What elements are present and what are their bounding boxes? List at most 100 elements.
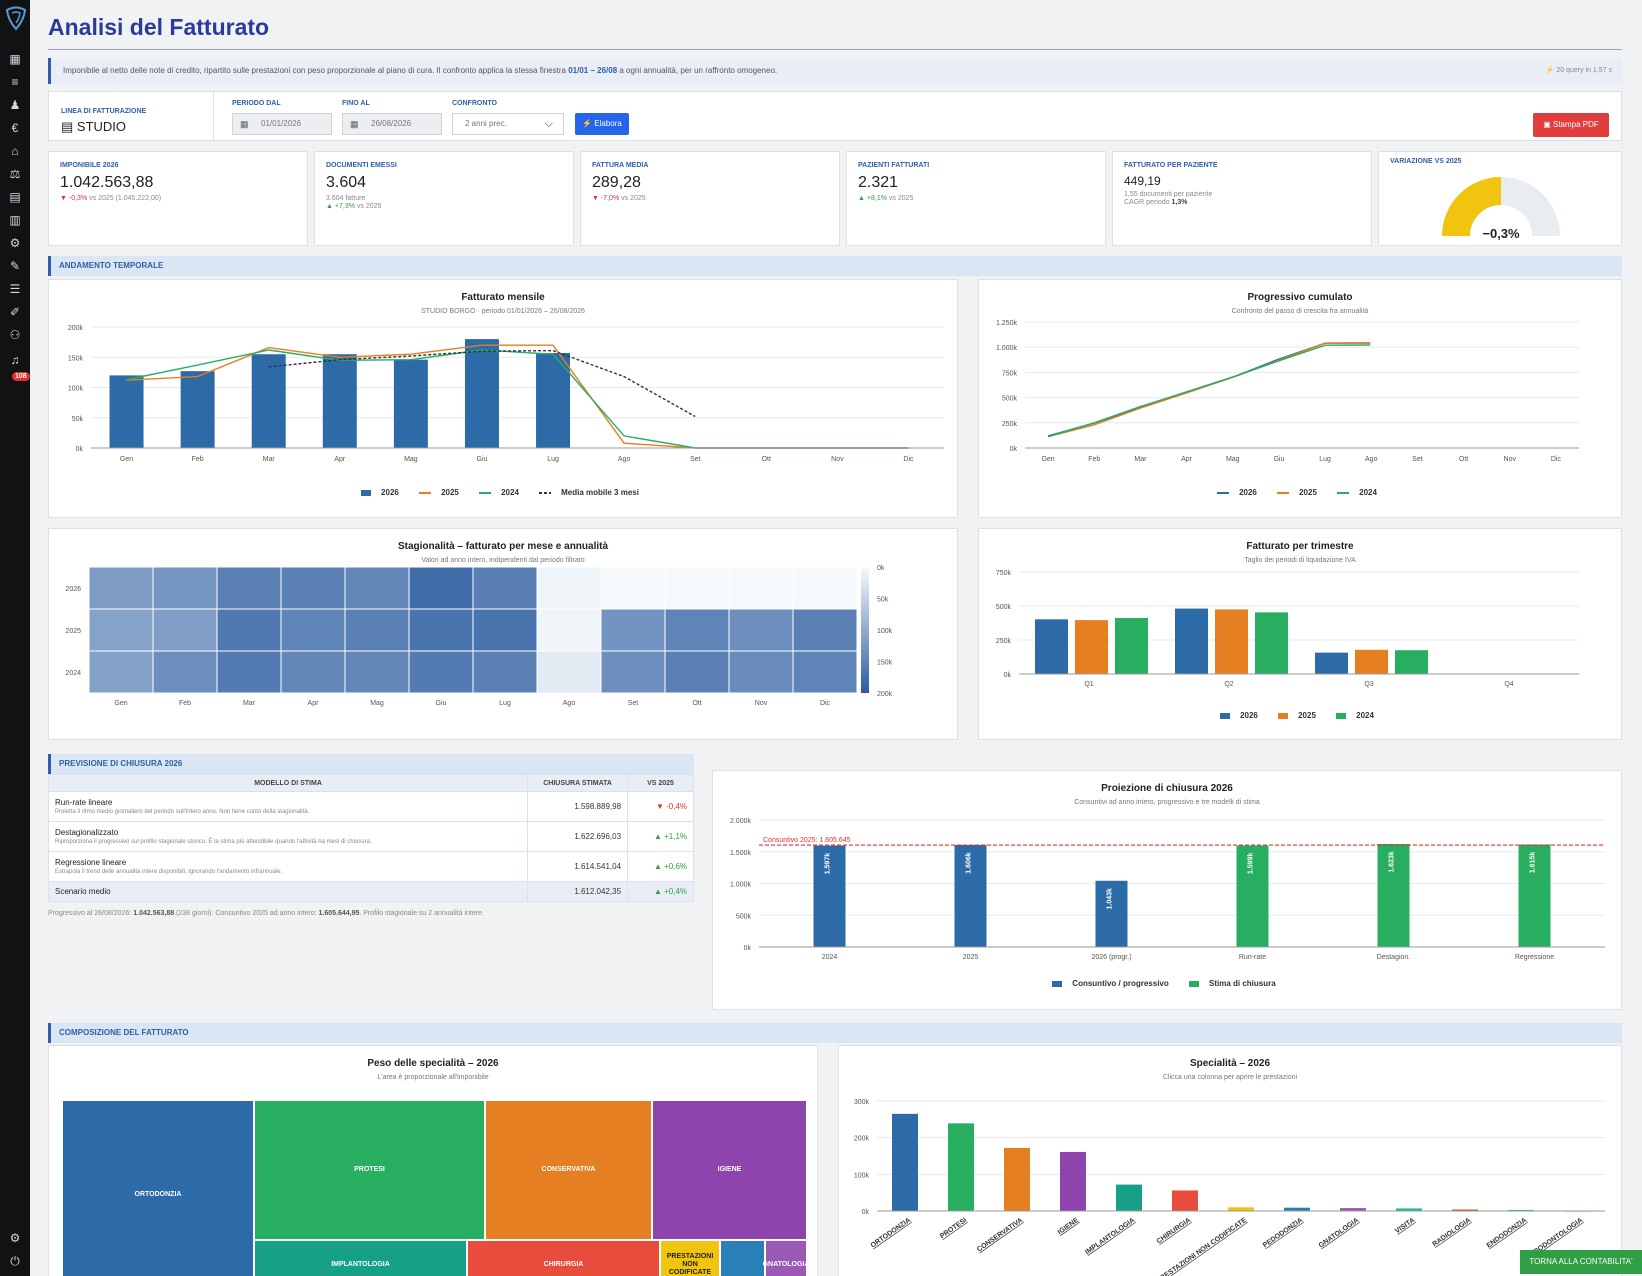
x-tick-label: Gen <box>120 456 133 463</box>
y-tick-label: 2.000k <box>730 818 752 825</box>
kpi-sub: ▲ +7,3% vs 2025 <box>326 203 562 210</box>
table-row-summary: Scenario medio 1.612.042,35 ▲ +0,4% <box>47 881 694 902</box>
to-date-input[interactable]: ▦ 26/08/2026 <box>342 113 442 135</box>
legend-item[interactable]: Consuntivo / progressivo <box>1052 979 1174 988</box>
layers-icon[interactable]: ☰ <box>9 282 21 296</box>
x-tick-label: Mar <box>1134 456 1147 463</box>
legend-item[interactable]: 2025 <box>1277 488 1323 497</box>
bar-specialty[interactable] <box>1004 1147 1030 1211</box>
x-tick-label: Gen <box>1041 456 1054 463</box>
heatmap-cell <box>472 566 538 610</box>
treemap-cell-non-codificate[interactable]: PRESTAZIONI NON CODIFICATE <box>660 1240 720 1276</box>
x-tick-label: 2025 <box>963 954 979 961</box>
bar-specialty[interactable] <box>1396 1208 1422 1211</box>
delta-value: -0,4% <box>666 802 687 811</box>
legend-item[interactable]: 2026 <box>361 488 405 497</box>
euro-icon[interactable]: € <box>11 121 19 135</box>
elabora-button[interactable]: ⚡ Elabora <box>575 113 629 135</box>
treemap-cell-pedodonzia[interactable] <box>720 1240 765 1276</box>
bar-specialty[interactable] <box>1340 1208 1366 1211</box>
power-icon[interactable]: ⏻ <box>10 1254 20 1268</box>
balance-icon[interactable]: ⚖ <box>9 167 21 181</box>
bank-icon[interactable]: ⌂ <box>11 144 19 158</box>
y-tick-label: 0k <box>1010 446 1018 453</box>
note-part: Progressivo al 26/08/2026: <box>48 910 132 917</box>
users-icon[interactable]: ♟ <box>9 98 21 112</box>
legend-item[interactable]: 2025 <box>1278 711 1322 720</box>
legend-item[interactable]: 2024 <box>1337 488 1383 497</box>
bar-specialty[interactable] <box>892 1113 918 1211</box>
bar-specialty[interactable] <box>948 1123 974 1211</box>
x-tick-label: GNATOLOGIA <box>1318 1217 1360 1250</box>
torna-contabilita-button[interactable]: TORNA ALLA CONTABILITA' <box>1520 1250 1642 1274</box>
bar-specialty[interactable] <box>1060 1151 1086 1211</box>
legend-item[interactable]: 2024 <box>479 488 525 497</box>
bar-specialty[interactable] <box>1172 1190 1198 1211</box>
treemap-cell-implantologia[interactable]: IMPLANTOLOGIA <box>254 1240 467 1276</box>
sitemap-icon[interactable]: ⚇ <box>9 328 21 342</box>
legend-item[interactable]: 2024 <box>1336 711 1380 720</box>
book-icon[interactable]: ▥ <box>9 213 21 227</box>
treemap-cell-chirurgia[interactable]: CHIRURGIA <box>467 1240 660 1276</box>
heatmap-cell <box>88 566 154 610</box>
bar-2026 <box>251 354 286 448</box>
printer-icon[interactable]: ▤ <box>9 190 21 204</box>
bar-specialty[interactable] <box>1452 1209 1478 1211</box>
heatmap-cell <box>280 608 346 652</box>
legend-swatch <box>419 491 432 494</box>
treemap-cell-conservativa[interactable]: CONSERVATIVA <box>485 1100 652 1240</box>
x-tick-label: PROTESI <box>939 1217 968 1240</box>
legend-item[interactable]: 2026 <box>1217 488 1263 497</box>
y-tick-label: 200k <box>854 1136 870 1143</box>
x-tick-label: 2024 <box>822 954 838 961</box>
edit-icon[interactable]: ✐ <box>9 305 21 319</box>
calendar-icon: ▦ <box>240 119 249 129</box>
calendar-icon: ▦ <box>350 119 359 129</box>
chart-subtitle: L'area è proporzionale all'imponibile <box>377 1074 489 1081</box>
legend-swatch <box>1337 491 1350 494</box>
legend-item[interactable]: 2026 <box>1220 711 1264 720</box>
calendar-icon[interactable]: ▦ <box>9 52 21 66</box>
kpi-delta: +8,1% <box>866 195 887 202</box>
legend-swatch <box>1189 980 1199 987</box>
treemap-cell-gnatologia[interactable]: GNATOLOGIA <box>763 1240 809 1276</box>
legend-label: 2025 <box>441 488 459 497</box>
x-tick-label: CHIRURGIA <box>1156 1217 1193 1245</box>
kpi-label: DOCUMENTI EMESSI <box>326 162 397 169</box>
heatmap-cell <box>536 566 602 610</box>
x-tick-label: Mag <box>370 700 384 707</box>
x-tick-label: IMPLANTOLOGIA <box>1084 1217 1136 1256</box>
compare-select[interactable]: 2 anni prec. ⌵ <box>452 113 564 135</box>
note-value: 1.042.563,88 <box>133 910 175 917</box>
bar-2026 <box>1035 619 1068 674</box>
legend-item[interactable]: 2025 <box>419 488 465 497</box>
x-tick-label: 2026 (progr.) <box>1091 954 1131 961</box>
treemap-cell-protesi[interactable]: PROTESI <box>254 1100 485 1240</box>
bar-projection <box>1236 845 1269 947</box>
bar-specialty[interactable] <box>1284 1207 1310 1211</box>
gauge-fill <box>1442 177 1502 237</box>
model-name: Destagionalizzato <box>55 828 119 837</box>
billing-line-value[interactable]: ▤ STUDIO <box>61 119 127 134</box>
projection-panel: Proiezione di chiusura 2026 Consuntivi a… <box>712 770 1622 1010</box>
wrench-icon[interactable]: ✎ <box>9 259 21 273</box>
query-stats: ⚡ 20 query in 1,57 s <box>1545 67 1612 74</box>
bar-specialty[interactable] <box>1228 1207 1254 1211</box>
treemap-cell-ortodonzia[interactable]: ORTODONZIA <box>62 1100 254 1276</box>
bell-icon[interactable]: ♫ <box>10 353 20 367</box>
cumulative-legend: 2026 2025 2024 <box>979 488 1621 497</box>
legend-item[interactable]: Media mobile 3 mesi <box>539 488 645 497</box>
heatmap-cell <box>664 650 730 694</box>
bar-specialty[interactable] <box>1116 1184 1142 1211</box>
treemap-cell-igiene[interactable]: IGIENE <box>652 1100 807 1240</box>
heatmap-cell <box>600 608 666 652</box>
delta-cell: ▼ -0,4% <box>627 791 694 822</box>
print-pdf-button[interactable]: ▣ Stampa PDF <box>1533 113 1609 137</box>
cogs-icon[interactable]: ⚙ <box>9 236 21 250</box>
gear-icon[interactable]: ⚙ <box>9 1231 21 1245</box>
kpi-fattura-media: FATTURA MEDIA 289,28 ▼ -7,0% vs 2025 <box>580 151 840 246</box>
legend-item[interactable]: Stima di chiusura <box>1189 979 1282 988</box>
bar-specialty[interactable] <box>1508 1209 1534 1211</box>
list-icon[interactable]: ≡ <box>11 75 19 89</box>
from-date-input[interactable]: ▦ 01/01/2026 <box>232 113 332 135</box>
